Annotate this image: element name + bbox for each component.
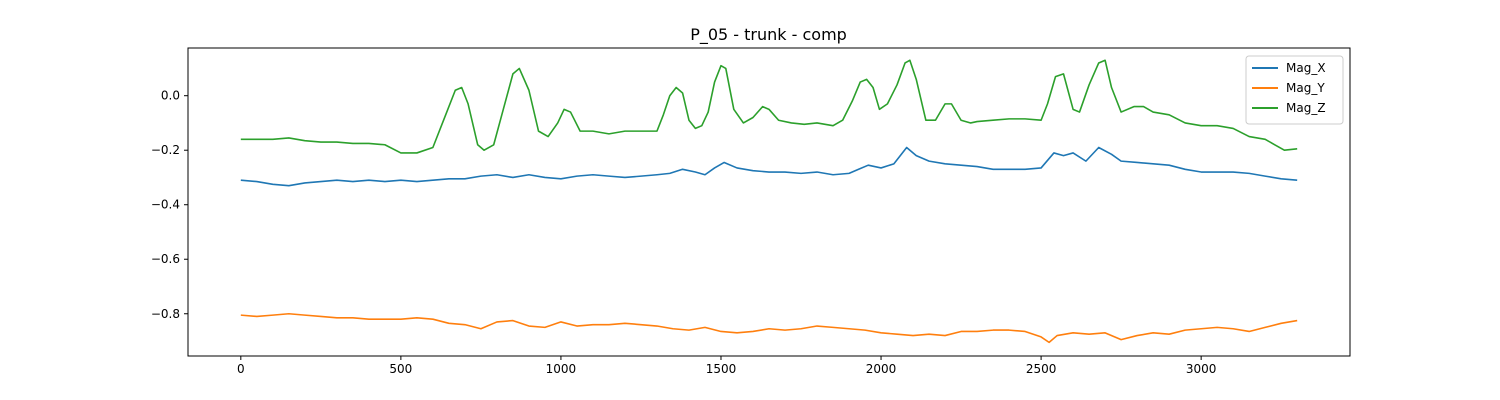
legend-label: Mag_X [1286,61,1326,75]
x-tick-label: 2500 [1026,362,1057,376]
y-tick-label: −0.8 [151,307,180,321]
series-layer [240,59,1298,344]
y-tick-label: 0.0 [161,89,180,103]
series-line-mag-y [240,312,1298,344]
series-line-mag-z [240,59,1298,154]
plot-area-frame [187,47,1351,357]
chart-title: P_05 - trunk - comp [690,25,847,45]
legend: Mag_X Mag_Y Mag_Z [1245,55,1344,125]
x-tick-label: 500 [389,362,412,376]
x-tick-label: 0 [237,362,245,376]
x-tick-label: 3000 [1186,362,1217,376]
legend-label: Mag_Z [1286,101,1326,115]
series-line-mag-x [240,146,1298,187]
x-tick-label: 2000 [866,362,897,376]
legend-label: Mag_Y [1286,81,1325,95]
x-tick-label: 1000 [546,362,577,376]
x-tick-label: 1500 [706,362,737,376]
y-tick-label: −0.6 [151,252,180,266]
y-axis: −0.8 −0.6 −0.4 −0.2 0.0 [151,89,188,321]
y-tick-label: −0.4 [151,198,180,212]
x-axis: 0 500 1000 1500 2000 2500 3000 [237,356,1216,376]
y-tick-label: −0.2 [151,143,180,157]
